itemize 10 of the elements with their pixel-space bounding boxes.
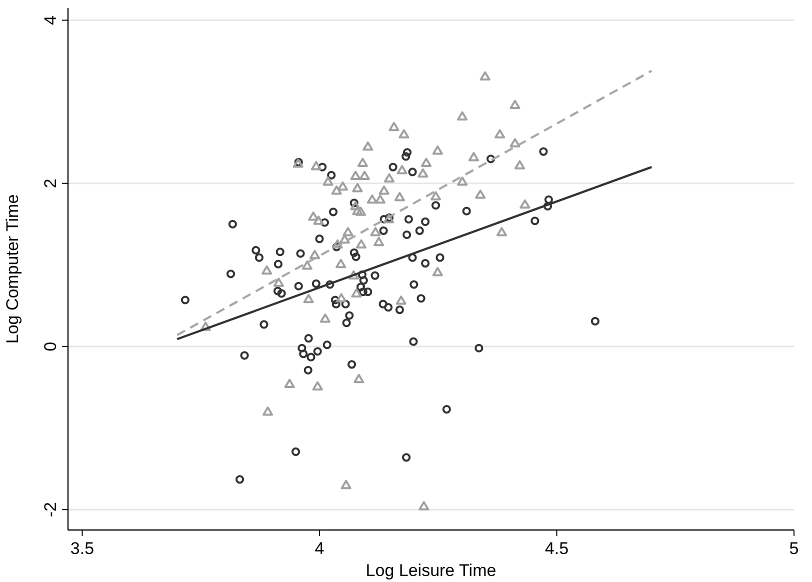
- y-tick-label: 2: [41, 178, 60, 188]
- x-tick-label: 4: [314, 539, 324, 558]
- x-axis-title: Log Leisure Time: [366, 561, 496, 580]
- x-tick-label: 5: [789, 539, 799, 558]
- y-tick-label: 0: [41, 342, 60, 352]
- y-axis-title: Log Computer Time: [3, 194, 22, 344]
- y-tick-label: 4: [41, 16, 60, 25]
- x-tick-label: 4.5: [544, 539, 569, 558]
- x-tick-label: 3.5: [70, 539, 94, 558]
- y-tick-label: -2: [41, 502, 60, 518]
